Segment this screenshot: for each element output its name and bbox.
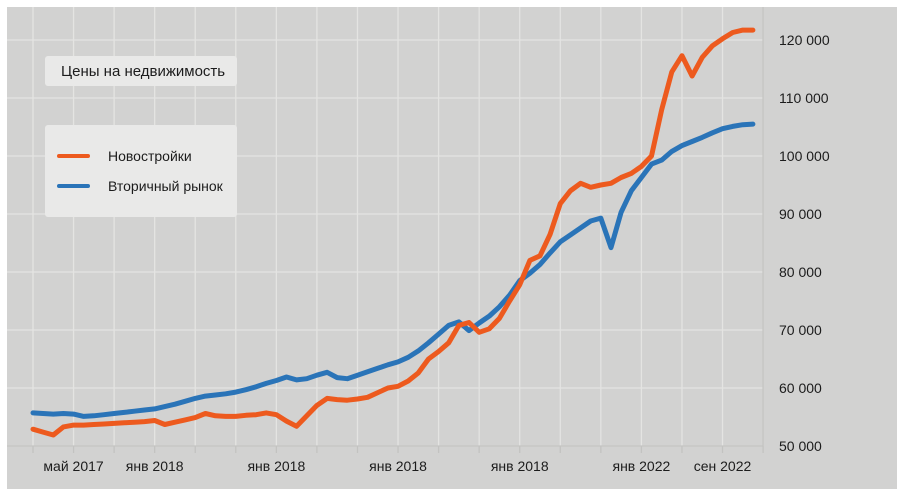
y-tick-label: 60 000 xyxy=(779,380,822,396)
x-tick-label: янв 2018 xyxy=(125,458,184,474)
x-tick-label: янв 2022 xyxy=(612,458,671,474)
legend-item-secondary-market: Вторичный рынок xyxy=(57,178,237,194)
x-tick-label: май 2017 xyxy=(43,458,104,474)
chart-title-box: Цены на недвижимость xyxy=(45,56,237,86)
x-tick-label: янв 2018 xyxy=(369,458,427,474)
legend-label-new-buildings: Новостройки xyxy=(108,148,192,164)
chart-legend: Новостройки Вторичный рынок xyxy=(45,125,237,217)
y-tick-label: 90 000 xyxy=(779,206,822,222)
secondary-market-line-swatch xyxy=(57,184,90,188)
y-tick-label: 80 000 xyxy=(779,264,822,280)
x-tick-label: сен 2022 xyxy=(693,458,752,474)
y-tick-label: 110 000 xyxy=(779,90,829,106)
x-tick-label: янв 2018 xyxy=(490,458,549,474)
y-tick-label: 120 000 xyxy=(779,32,830,48)
y-tick-label: 100 000 xyxy=(779,148,830,164)
secondary-market-line xyxy=(30,121,756,419)
y-tick-label: 70 000 xyxy=(779,322,822,338)
chart-title: Цены на недвижимость xyxy=(61,62,226,80)
y-tick-label: 50 000 xyxy=(779,438,822,454)
legend-label-secondary-market: Вторичный рынок xyxy=(108,178,223,194)
x-tick-label: янв 2018 xyxy=(247,458,306,474)
new-buildings-line-swatch xyxy=(57,154,90,158)
legend-item-new-buildings: Новостройки xyxy=(57,148,237,164)
new-buildings-line xyxy=(30,27,756,438)
